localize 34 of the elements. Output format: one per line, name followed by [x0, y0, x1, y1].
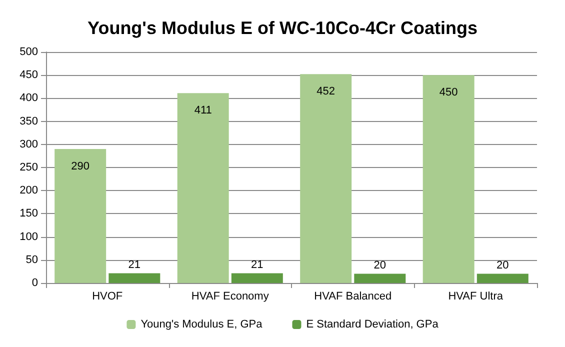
bar — [108, 273, 160, 283]
y-tick-label: 400 — [20, 92, 38, 104]
bar — [300, 74, 352, 283]
bar — [177, 93, 229, 283]
x-tick-label: HVAF Balanced — [314, 290, 392, 302]
bar — [476, 274, 528, 283]
y-tick-label: 200 — [20, 184, 38, 197]
legend-label: E Standard Deviation, GPa — [306, 318, 440, 330]
x-tick-label: HVAF Economy — [191, 290, 270, 302]
y-tick-label: 250 — [20, 162, 38, 174]
chart-title: Young's Modulus E of WC-10Co-4Cr Coatings — [88, 18, 478, 38]
data-label: 20 — [496, 259, 509, 272]
y-tick-label: 500 — [20, 46, 38, 58]
data-label: 450 — [439, 86, 458, 99]
bar — [231, 273, 283, 283]
bar — [54, 149, 106, 283]
y-tick-label: 350 — [20, 115, 38, 128]
y-tick-label: 300 — [20, 138, 38, 150]
data-label: 21 — [251, 258, 264, 271]
bar — [422, 75, 474, 283]
y-tick-label: 0 — [32, 277, 38, 289]
bar — [354, 274, 406, 283]
data-label: 290 — [71, 160, 90, 173]
y-tick-label: 50 — [26, 254, 38, 266]
x-tick-label: HVAF Ultra — [448, 290, 504, 302]
data-label: 452 — [316, 86, 336, 98]
y-tick-label: 450 — [20, 69, 38, 82]
y-tick-label: 100 — [20, 230, 38, 243]
x-tick-label: HVOF — [92, 290, 123, 302]
data-label: 411 — [194, 104, 212, 117]
legend-label: Young's Modulus E, GPa — [140, 318, 264, 330]
data-label: 20 — [374, 259, 386, 272]
y-tick-label: 150 — [20, 208, 38, 220]
data-label: 21 — [128, 258, 141, 271]
